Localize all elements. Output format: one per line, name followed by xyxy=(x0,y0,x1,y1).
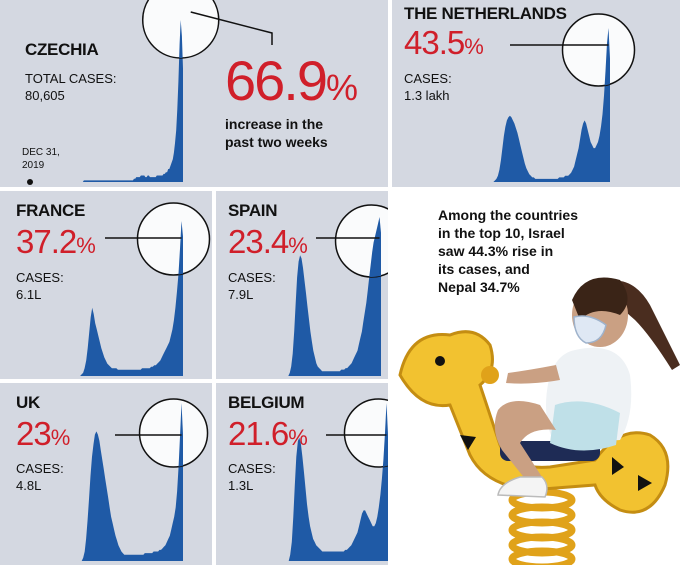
percent-sign: % xyxy=(288,425,308,450)
country-name: SPAIN xyxy=(228,201,278,220)
percent-number: 43.5 xyxy=(404,24,465,61)
child-on-spring-rider-illustration xyxy=(398,277,680,565)
percent-increase: 23% xyxy=(16,415,71,453)
peak-highlight-circle xyxy=(138,398,209,468)
country-name: CZECHIA xyxy=(25,40,99,59)
increase-text-line2: past two weeks xyxy=(225,134,328,150)
increase-text-line1: increase in the xyxy=(225,116,324,132)
cases-value: 4.8L xyxy=(16,478,42,493)
cases-area xyxy=(480,28,610,182)
panel-czechia: CZECHIA TOTAL CASES: 80,605 DEC 31, 2019… xyxy=(0,0,388,187)
note-line-3: saw 44.3% rise in xyxy=(438,243,554,259)
child-figure xyxy=(494,277,680,498)
percent-number: 23 xyxy=(16,415,52,452)
cases-label: CASES: xyxy=(228,270,276,285)
cases-value: 80,605 xyxy=(25,88,65,103)
cases-label: CASES: xyxy=(404,71,452,86)
start-date-line2: 2019 xyxy=(22,160,45,171)
percent-increase: 23.4% xyxy=(228,223,308,261)
panel-spain: SPAIN 23.4% CASES: 7.9L xyxy=(216,191,388,379)
panel-netherlands: THE NETHERLANDS 43.5% CASES: 1.3 lakh xyxy=(392,0,680,187)
netherlands-area-chart xyxy=(480,13,636,182)
leader-line xyxy=(190,11,273,45)
percent-sign: % xyxy=(326,67,358,108)
cases-area xyxy=(68,20,183,182)
percent-sign: % xyxy=(50,425,71,450)
country-name: FRANCE xyxy=(16,201,86,220)
panel-france: FRANCE 37.2% CASES: 6.1L xyxy=(0,191,212,379)
czechia-area-chart xyxy=(27,0,273,185)
percent-sign: % xyxy=(288,233,308,258)
percent-increase: 66.9% xyxy=(225,48,358,113)
spring-graphic xyxy=(508,488,576,565)
peak-highlight-circle xyxy=(343,398,388,468)
percent-number: 37.2 xyxy=(16,223,77,260)
uk-area-chart xyxy=(70,398,209,561)
country-name: UK xyxy=(16,393,40,412)
cases-label: CASES: xyxy=(16,461,64,476)
cases-area xyxy=(278,217,381,376)
note-line-5: Nepal 34.7% xyxy=(438,279,520,295)
country-name: BELGIUM xyxy=(228,393,305,412)
cases-label: CASES: xyxy=(228,461,276,476)
belgium-area-chart xyxy=(278,398,388,561)
panel-uk: UK 23% CASES: 4.8L xyxy=(0,383,212,565)
cases-label: CASES: xyxy=(16,270,64,285)
cases-value: 7.9L xyxy=(228,287,254,302)
france-area-chart xyxy=(68,202,211,376)
percent-increase: 43.5% xyxy=(404,24,484,62)
cases-area xyxy=(70,403,183,561)
percent-sign: % xyxy=(76,233,96,258)
percent-increase: 21.6% xyxy=(228,415,308,453)
percent-increase: 37.2% xyxy=(16,223,96,261)
panel-belgium: BELGIUM 21.6% CASES: 1.3L xyxy=(216,383,388,565)
peak-highlight-circle xyxy=(561,13,636,87)
peak-highlight-circle xyxy=(136,202,211,276)
cases-area xyxy=(278,403,388,561)
percent-number: 23.4 xyxy=(228,223,289,260)
percent-sign: % xyxy=(464,34,484,59)
country-name: THE NETHERLANDS xyxy=(404,4,567,23)
note-line-1: Among the countries xyxy=(438,207,579,223)
cases-area xyxy=(68,221,183,376)
start-date-line1: DEC 31, xyxy=(22,147,60,158)
note-line-2: in the top 10, Israel xyxy=(438,225,565,241)
note-line-4: its cases, and xyxy=(438,261,530,277)
percent-number: 21.6 xyxy=(228,415,289,452)
cases-label: TOTAL CASES: xyxy=(25,71,117,86)
percent-number: 66.9 xyxy=(225,49,328,112)
start-date-marker xyxy=(27,179,33,185)
cases-value: 6.1L xyxy=(16,287,42,302)
cases-value: 1.3L xyxy=(228,478,254,493)
cases-value: 1.3 lakh xyxy=(404,88,450,103)
spain-area-chart xyxy=(278,204,388,376)
